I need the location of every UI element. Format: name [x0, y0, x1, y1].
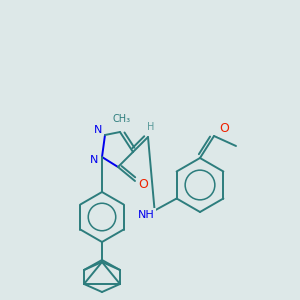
Text: N: N — [94, 125, 102, 135]
Text: O: O — [219, 122, 229, 136]
Text: N: N — [90, 155, 98, 165]
Text: CH₃: CH₃ — [113, 114, 131, 124]
Text: O: O — [138, 178, 148, 190]
Text: H: H — [147, 122, 155, 132]
Text: NH: NH — [138, 209, 155, 220]
